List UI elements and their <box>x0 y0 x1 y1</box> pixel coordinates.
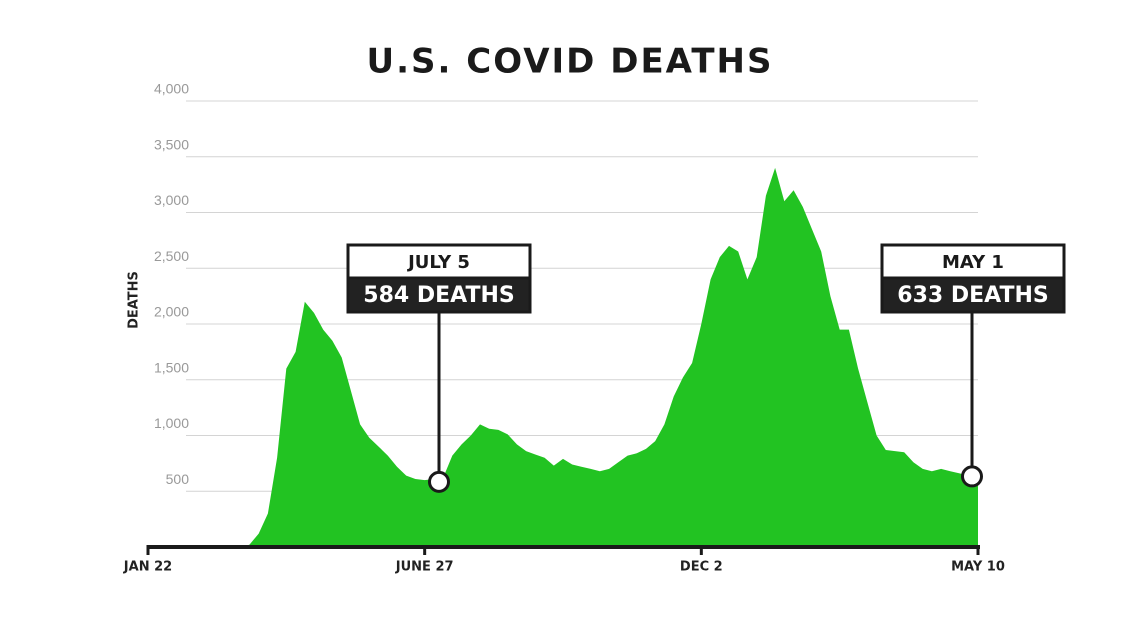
y-axis-label: DEATHS <box>127 271 142 329</box>
y-tick-label: 2,000 <box>154 304 189 320</box>
chart-title: U.S. COVID DEATHS <box>367 42 774 82</box>
x-tick-label: DEC 2 <box>680 560 723 575</box>
callout-top <box>880 243 1066 280</box>
x-tick-label: JAN 22 <box>123 560 172 575</box>
callout-bottom <box>346 276 532 314</box>
callout-text: 633 DEATHS <box>897 283 1048 308</box>
area <box>148 167 978 547</box>
y-tick-label: 3,500 <box>154 136 189 152</box>
callout-point <box>961 465 983 488</box>
y-tick-label: 500 <box>166 471 190 487</box>
y-tick-label: 2,500 <box>154 248 189 264</box>
callout-bottom <box>880 276 1066 314</box>
callout-text: 584 DEATHS <box>363 283 514 308</box>
x-tick-label: JUNE 27 <box>395 560 454 575</box>
callout-date: JULY 5 <box>406 252 470 273</box>
y-tick-label: 1,000 <box>154 415 189 431</box>
callout-point <box>428 470 450 493</box>
y-tick-label: 3,000 <box>154 192 189 208</box>
callout-date: MAY 1 <box>942 252 1004 273</box>
x-tick-label: MAY 10 <box>951 560 1005 575</box>
y-tick-label: 4,000 <box>154 81 189 97</box>
y-tick-label: 1,500 <box>154 359 189 375</box>
